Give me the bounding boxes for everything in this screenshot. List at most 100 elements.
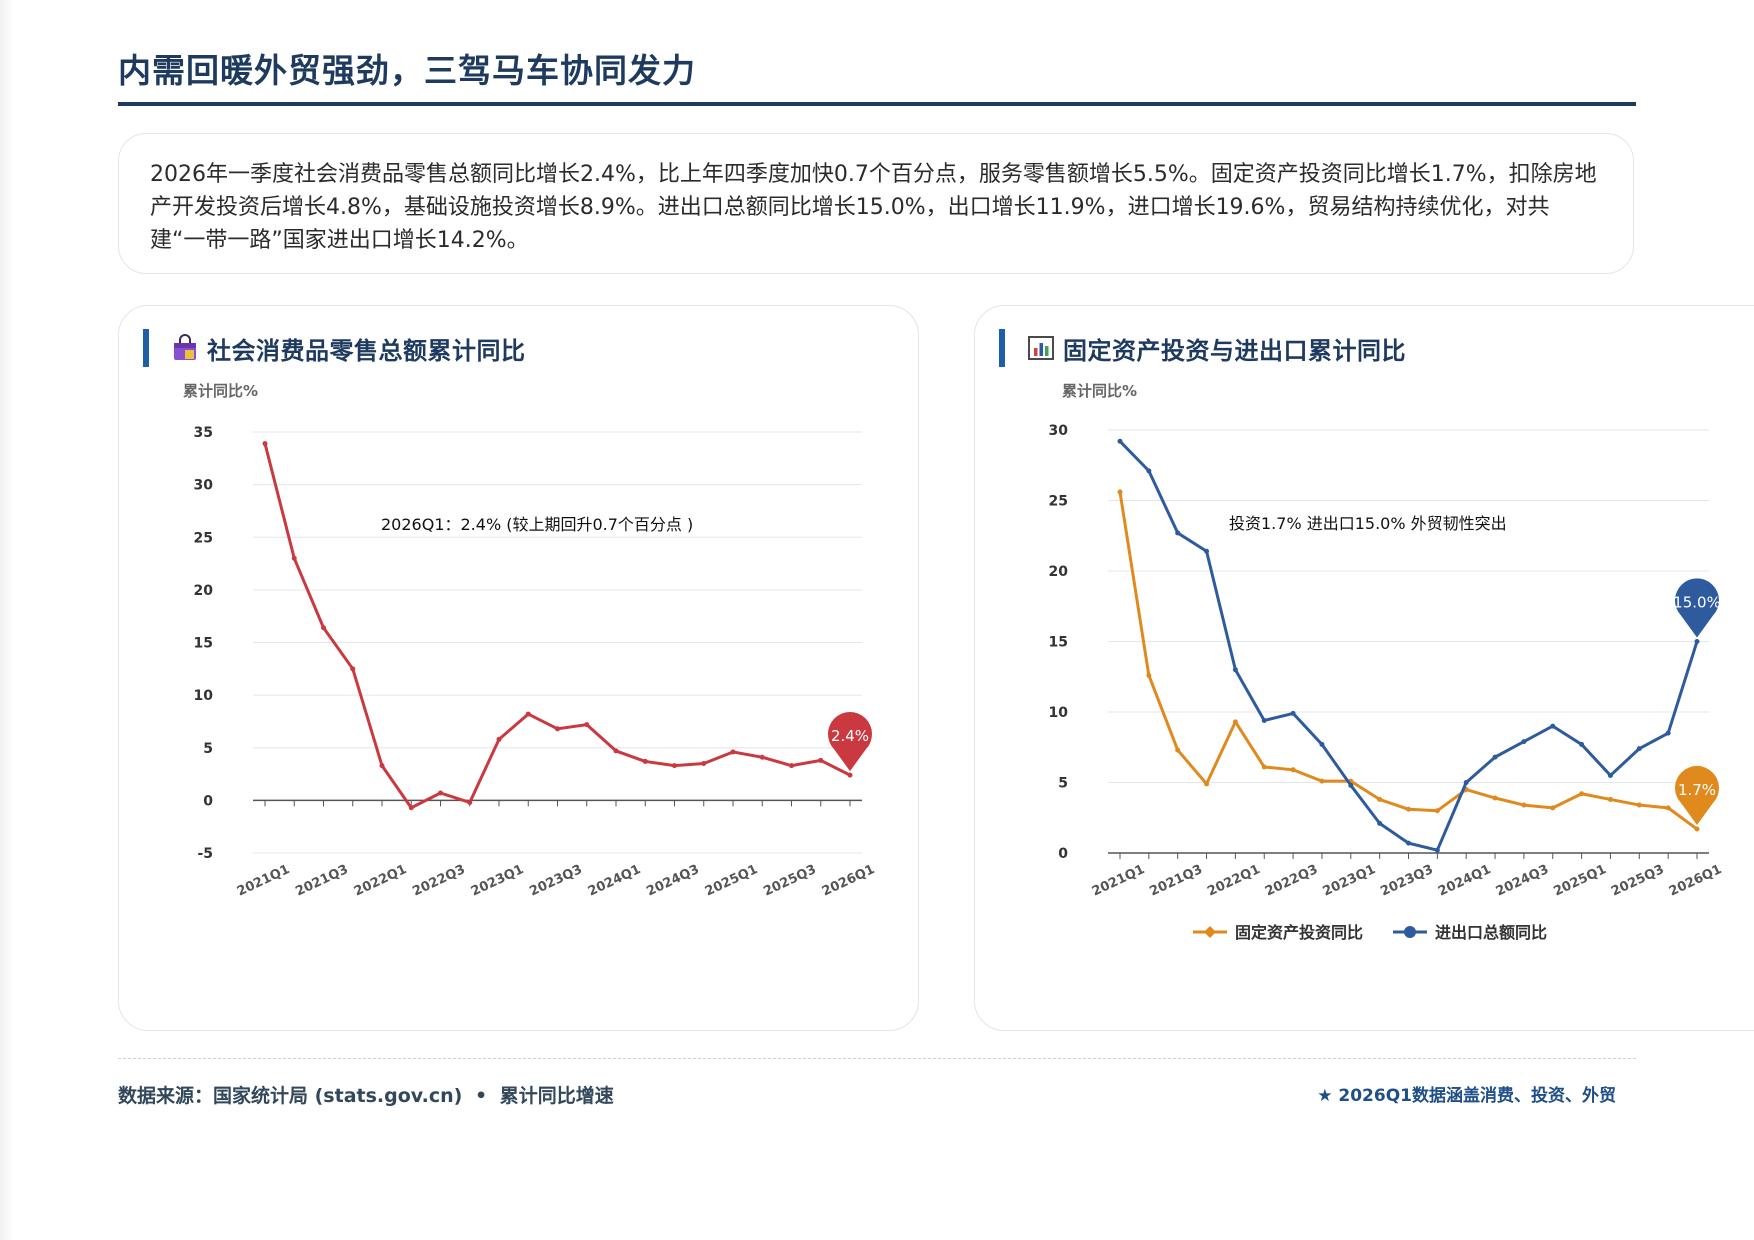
data-point — [1232, 719, 1238, 725]
y-tick-label: 25 — [194, 530, 213, 546]
data-point — [672, 763, 677, 769]
y-tick-label: 35 — [194, 425, 213, 441]
data-point — [1175, 530, 1181, 536]
shopping-bag-icon — [171, 334, 199, 362]
data-point — [1607, 796, 1613, 802]
x-tick-label: 2021Q3 — [293, 862, 350, 899]
end-value-label: 1.7% — [1678, 781, 1716, 799]
data-point — [1232, 667, 1238, 673]
data-point — [584, 722, 590, 728]
data-point — [1665, 805, 1671, 811]
x-tick-label: 2025Q1 — [1551, 862, 1608, 899]
legend-label: 进出口总额同比 — [1435, 923, 1547, 942]
page-title: 内需回暖外贸强劲，三驾马车协同发力 — [118, 51, 696, 90]
footer-note: 累计同比增速 — [499, 1085, 614, 1107]
y-tick-label: 0 — [1058, 846, 1068, 862]
series-line — [1118, 491, 1698, 831]
end-value-label: 15.0% — [1673, 594, 1721, 612]
x-tick-label: 2025Q3 — [1609, 862, 1666, 899]
legend-swatch-marker — [1404, 926, 1416, 938]
data-point — [1492, 795, 1498, 801]
data-point — [1146, 468, 1152, 474]
data-point — [1290, 710, 1296, 716]
data-point — [408, 805, 414, 811]
data-point — [759, 754, 765, 760]
data-point — [1175, 747, 1181, 753]
x-tick-label: 2021Q1 — [235, 862, 292, 899]
chart-annotation: 投资1.7% 进出口15.0% 外贸韧性突出 — [1229, 514, 1507, 533]
data-point — [1319, 778, 1325, 784]
data-point — [1146, 672, 1152, 678]
x-tick-label: 2022Q3 — [1263, 862, 1320, 899]
data-point — [1492, 754, 1498, 760]
footer-divider — [118, 1058, 1636, 1059]
y-tick-label: 0 — [203, 793, 213, 809]
data-point — [1117, 438, 1123, 444]
card-accent-bar — [999, 329, 1005, 367]
data-point — [291, 555, 297, 561]
x-tick-label: 2025Q3 — [761, 862, 818, 899]
data-point — [525, 711, 531, 717]
data-point — [1319, 741, 1325, 747]
investment-trade-line-chart: 累计同比% 0 5 10 15 20 25 30 2021Q1 2021Q3 2022Q1 2022Q… — [1049, 382, 1725, 942]
y-tick-label: 15 — [1049, 635, 1068, 651]
y-tick-label: 5 — [1058, 776, 1068, 792]
data-point — [1377, 796, 1383, 802]
data-point — [379, 763, 385, 769]
x-tick-label: 2024Q1 — [1436, 862, 1493, 899]
data-point — [1521, 802, 1527, 808]
retail-card-header: 社会消费品零售总额累计同比 — [143, 328, 526, 368]
data-point — [1406, 840, 1411, 846]
data-point — [613, 748, 619, 754]
end-value-label: 2.4% — [831, 727, 869, 745]
data-point — [1550, 805, 1556, 811]
data-point — [1261, 764, 1267, 770]
data-point — [1636, 802, 1642, 808]
data-point — [818, 757, 824, 763]
x-tick-label: 2022Q1 — [1205, 862, 1262, 899]
end-value-marker — [1675, 765, 1719, 826]
data-point — [438, 790, 443, 796]
y-axis-label: 累计同比% — [1062, 382, 1137, 400]
y-tick-label: 10 — [1049, 705, 1069, 721]
y-tick-label: 15 — [194, 636, 213, 652]
x-tick-label: 2024Q3 — [644, 862, 701, 899]
x-tick-label: 2026Q1 — [820, 862, 877, 899]
title-divider — [118, 102, 1636, 106]
series-line — [263, 443, 851, 810]
end-value-marker — [1675, 578, 1719, 638]
y-axis-label: 累计同比% — [183, 382, 258, 400]
end-value-marker — [827, 712, 872, 772]
data-point — [1579, 791, 1585, 797]
y-tick-label: 10 — [194, 688, 214, 704]
x-tick-label: 2023Q1 — [1321, 862, 1378, 899]
data-point — [1463, 780, 1469, 785]
x-tick-label: 2023Q1 — [469, 862, 526, 899]
x-tick-label: 2024Q1 — [586, 862, 643, 899]
data-point — [1117, 489, 1123, 495]
data-point — [467, 799, 473, 805]
footer-coverage-note: ★ 2026Q1数据涵盖消费、投资、外贸 — [1317, 1086, 1616, 1106]
card-accent-bar — [143, 329, 149, 367]
source-text: 数据来源：国家统计局 (stats.gov.cn) — [118, 1085, 463, 1107]
data-point — [1521, 739, 1527, 745]
data-point — [1694, 826, 1700, 832]
retail-chart-card: 社会消费品零售总额累计同比 累计同比% -5 0 5 10 15 20 25 30 35 2021Q… — [118, 305, 919, 1031]
data-point — [789, 763, 794, 769]
investment-chart-title: 固定资产投资与进出口累计同比 — [1063, 336, 1406, 365]
x-tick-label: 2021Q3 — [1148, 862, 1205, 899]
data-point — [1636, 746, 1642, 752]
x-tick-label: 2023Q3 — [1378, 862, 1435, 899]
data-point — [1607, 772, 1613, 778]
summary-text: 2026年一季度社会消费品零售总额同比增长2.4%，比上年四季度加快0.7个百分… — [150, 162, 1597, 253]
data-point — [1434, 808, 1440, 814]
data-point — [1579, 741, 1585, 747]
y-tick-label: -5 — [197, 846, 213, 862]
x-tick-label: 2022Q1 — [352, 862, 409, 899]
x-tick-label: 2021Q1 — [1090, 862, 1147, 899]
data-point — [1290, 767, 1296, 773]
data-point — [1665, 730, 1671, 736]
x-tick-label: 2023Q3 — [527, 862, 584, 899]
y-tick-label: 20 — [1049, 564, 1069, 580]
data-point — [1434, 847, 1440, 853]
